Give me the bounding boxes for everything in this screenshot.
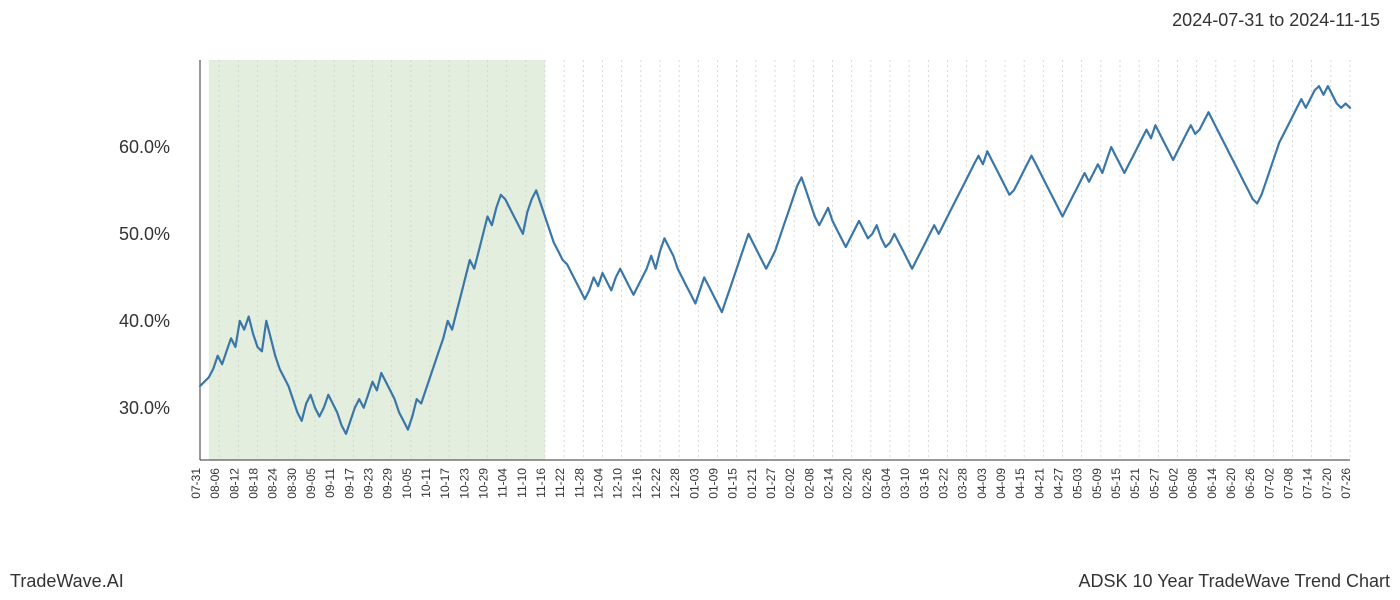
x-tick-label: 06-08 xyxy=(1186,468,1200,499)
brand-label: TradeWave.AI xyxy=(10,571,124,592)
x-tick-label: 01-03 xyxy=(687,468,701,499)
x-tick-label: 04-03 xyxy=(975,468,989,499)
x-tick-label: 08-06 xyxy=(208,468,222,499)
x-tick-label: 02-20 xyxy=(841,468,855,499)
y-tick-label: 50.0% xyxy=(119,224,170,244)
x-tick-label: 07-26 xyxy=(1339,468,1353,499)
y-tick-label: 30.0% xyxy=(119,398,170,418)
x-tick-label: 06-14 xyxy=(1205,468,1219,499)
x-tick-label: 10-23 xyxy=(457,468,471,499)
y-tick-label: 60.0% xyxy=(119,137,170,157)
x-tick-label: 05-21 xyxy=(1128,468,1142,499)
x-tick-label: 09-17 xyxy=(342,468,356,499)
x-tick-label: 02-02 xyxy=(783,468,797,499)
x-tick-label: 08-18 xyxy=(247,468,261,499)
x-tick-label: 04-09 xyxy=(994,468,1008,499)
x-tick-label: 08-12 xyxy=(227,468,241,499)
x-tick-label: 04-21 xyxy=(1032,468,1046,499)
x-tick-label: 10-29 xyxy=(477,468,491,499)
x-tick-label: 05-09 xyxy=(1090,468,1104,499)
x-tick-label: 11-28 xyxy=(572,468,586,498)
x-tick-label: 05-27 xyxy=(1147,468,1161,499)
date-range-label: 2024-07-31 to 2024-11-15 xyxy=(1172,10,1380,31)
x-tick-label: 03-10 xyxy=(898,468,912,499)
x-tick-label: 01-21 xyxy=(745,468,759,499)
x-tick-label: 09-29 xyxy=(381,468,395,499)
x-tick-label: 07-20 xyxy=(1320,468,1334,499)
x-tick-label: 09-05 xyxy=(304,468,318,499)
x-tick-label: 12-04 xyxy=(592,468,606,499)
x-tick-label: 07-31 xyxy=(189,468,203,499)
x-tick-label: 12-22 xyxy=(649,468,663,499)
x-tick-label: 07-02 xyxy=(1262,468,1276,499)
x-tick-label: 02-26 xyxy=(860,468,874,499)
chart-svg: 30.0%40.0%50.0%60.0%07-3108-0608-1208-18… xyxy=(180,50,1360,530)
x-tick-label: 06-26 xyxy=(1243,468,1257,499)
x-tick-label: 06-02 xyxy=(1167,468,1181,499)
x-tick-label: 05-03 xyxy=(1071,468,1085,499)
x-tick-label: 10-11 xyxy=(419,468,433,498)
y-tick-label: 40.0% xyxy=(119,311,170,331)
x-tick-label: 02-08 xyxy=(802,468,816,499)
x-tick-label: 08-24 xyxy=(266,468,280,499)
x-tick-label: 06-20 xyxy=(1224,468,1238,499)
x-tick-label: 03-04 xyxy=(879,468,893,499)
chart-title: ADSK 10 Year TradeWave Trend Chart xyxy=(1078,571,1390,592)
x-tick-label: 12-28 xyxy=(668,468,682,499)
x-tick-label: 02-14 xyxy=(822,468,836,499)
x-tick-label: 07-14 xyxy=(1301,468,1315,499)
x-tick-label: 07-08 xyxy=(1282,468,1296,499)
x-tick-label: 12-16 xyxy=(630,468,644,499)
x-tick-label: 01-09 xyxy=(707,468,721,499)
x-tick-label: 11-10 xyxy=(515,468,529,498)
x-tick-label: 04-15 xyxy=(1013,468,1027,499)
x-tick-label: 10-05 xyxy=(400,468,414,499)
x-tick-label: 10-17 xyxy=(438,468,452,499)
x-tick-label: 04-27 xyxy=(1052,468,1066,499)
x-tick-label: 03-22 xyxy=(937,468,951,499)
x-tick-label: 03-16 xyxy=(917,468,931,499)
x-tick-label: 01-27 xyxy=(764,468,778,499)
trend-chart: 30.0%40.0%50.0%60.0%07-3108-0608-1208-18… xyxy=(180,50,1360,480)
x-tick-label: 11-04 xyxy=(496,468,510,498)
x-tick-label: 12-10 xyxy=(611,468,625,499)
x-tick-label: 01-15 xyxy=(726,468,740,499)
x-tick-label: 09-11 xyxy=(323,468,337,498)
x-tick-label: 03-28 xyxy=(956,468,970,499)
x-tick-label: 09-23 xyxy=(362,468,376,499)
x-tick-label: 11-16 xyxy=(534,468,548,498)
x-tick-label: 11-22 xyxy=(553,468,567,498)
x-tick-label: 05-15 xyxy=(1109,468,1123,499)
x-tick-label: 08-30 xyxy=(285,468,299,499)
